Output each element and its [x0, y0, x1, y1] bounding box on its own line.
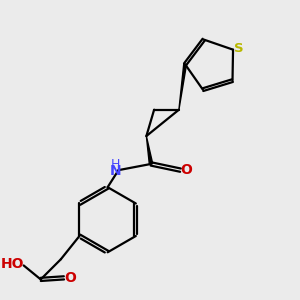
- Text: O: O: [181, 163, 193, 176]
- Text: N: N: [110, 164, 121, 178]
- Polygon shape: [179, 64, 187, 110]
- Text: HO: HO: [1, 257, 25, 271]
- Polygon shape: [146, 136, 153, 164]
- Text: S: S: [234, 42, 243, 55]
- Text: O: O: [64, 271, 76, 285]
- Text: H: H: [111, 158, 120, 171]
